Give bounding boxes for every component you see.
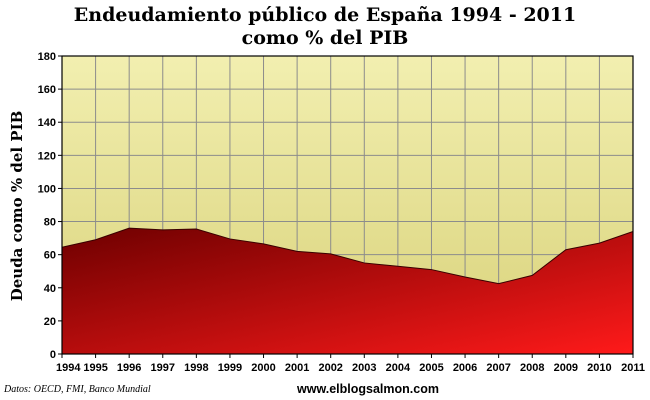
source-note: Datos: OECD, FMI, Banco Mundial [3,384,151,395]
chart-subtitle: como % del PIB [242,27,409,49]
x-tick-label-1998: 1998 [184,362,208,374]
y-axis-label: Deuda como % del PIB [8,111,26,302]
plot-border [61,55,634,355]
x-tick-label-2003: 2003 [352,362,376,374]
y-tick-label-0: 0 [50,349,56,361]
y-tick-label-120: 120 [38,150,56,162]
x-tick-label-1999: 1999 [218,362,242,374]
y-tick-label-80: 80 [44,217,56,229]
y-tick-label-180: 180 [38,51,56,63]
x-tick-label-2000: 2000 [251,362,275,374]
x-tick-label-2001: 2001 [285,362,309,374]
y-tick-label-160: 160 [38,84,56,96]
x-tick-label-2010: 2010 [587,362,611,374]
data-area [61,227,634,354]
x-tick-label-1997: 1997 [151,362,175,374]
chart-title: Endeudamiento público de España 1994 - 2… [74,4,576,26]
x-tick-label-1994: 1994 [56,362,81,374]
y-tick-label-140: 140 [38,117,56,129]
y-axis-ticks: 0 20 40 60 80 100 120 140 160 180 [38,51,62,361]
x-tick-label-1995: 1995 [83,362,107,374]
x-tick-label-2004: 2004 [386,362,411,374]
x-tick-label-2006: 2006 [453,362,477,374]
debt-line [61,227,634,285]
x-axis-ticks: 1994 1995 1996 1997 1998 1999 2000 2001 2002 2003… [56,354,645,374]
x-tick-label-2008: 2008 [520,362,544,374]
x-tick-label-2011: 2011 [621,362,645,374]
debt-area [62,228,633,354]
x-tick-label-2009: 2009 [554,362,578,374]
y-tick-label-60: 60 [44,250,56,262]
x-tick-label-2005: 2005 [419,362,443,374]
x-tick-label-1996: 1996 [117,362,141,374]
website-label: www.elblogsalmon.com [296,382,439,396]
y-tick-label-20: 20 [44,316,56,328]
x-tick-label-2007: 2007 [486,362,510,374]
y-tick-label-100: 100 [38,183,56,195]
x-tick-label-2002: 2002 [318,362,342,374]
y-tick-label-40: 40 [44,283,56,295]
